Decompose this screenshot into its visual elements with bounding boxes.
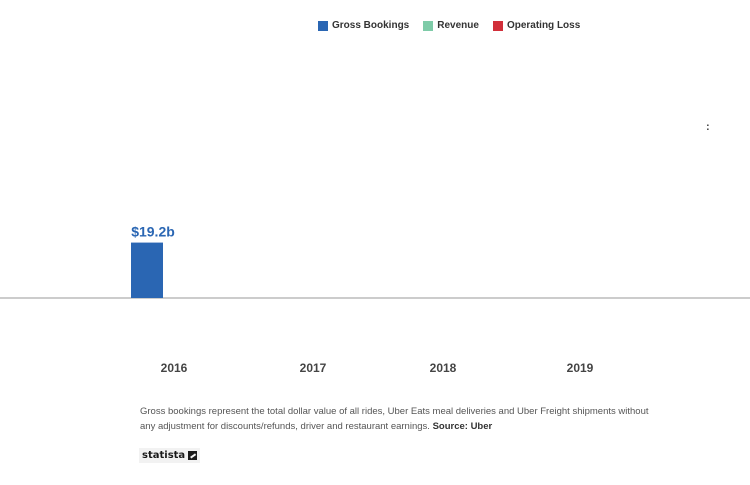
legend-swatch-operating-loss [492,20,503,31]
footnote: Gross bookings represent the total dolla… [140,404,650,434]
bar-gross-bookings-2016[interactable] [131,242,163,298]
x-tick-label-2016: 2016 [161,361,188,375]
statista-logo-icon [188,451,198,460]
data-label-2016: $19.2b [131,224,175,240]
chart-menu-icon[interactable]: : [706,121,710,133]
chart-area: Gross Bookings Revenue Operating Loss : … [0,20,750,375]
legend-label-revenue: Revenue [437,20,479,31]
x-tick-label-2017: 2017 [300,361,327,375]
statista-logo[interactable]: statista [139,448,201,463]
legend-item-operating-loss[interactable]: Operating Loss [492,20,581,31]
x-tick-label-2018: 2018 [430,361,457,375]
legend-swatch-revenue [423,20,434,31]
legend-label-gross-bookings: Gross Bookings [332,20,410,31]
statista-logo-text: statista [142,450,186,461]
footnote-text: Gross bookings represent the total dolla… [140,406,649,432]
x-tick-label-2019: 2019 [567,361,594,375]
legend-label-operating-loss: Operating Loss [506,20,581,31]
legend-item-revenue[interactable]: Revenue [423,20,479,31]
legend-swatch-gross-bookings [318,20,328,31]
legend-item-gross-bookings[interactable]: Gross Bookings [318,20,409,31]
bar-chart: $19.2b 2016 2017 2018 2019 [0,224,750,375]
legend: Gross Bookings Revenue Operating Loss [318,20,580,31]
footnote-source: Source: Uber [432,421,493,432]
